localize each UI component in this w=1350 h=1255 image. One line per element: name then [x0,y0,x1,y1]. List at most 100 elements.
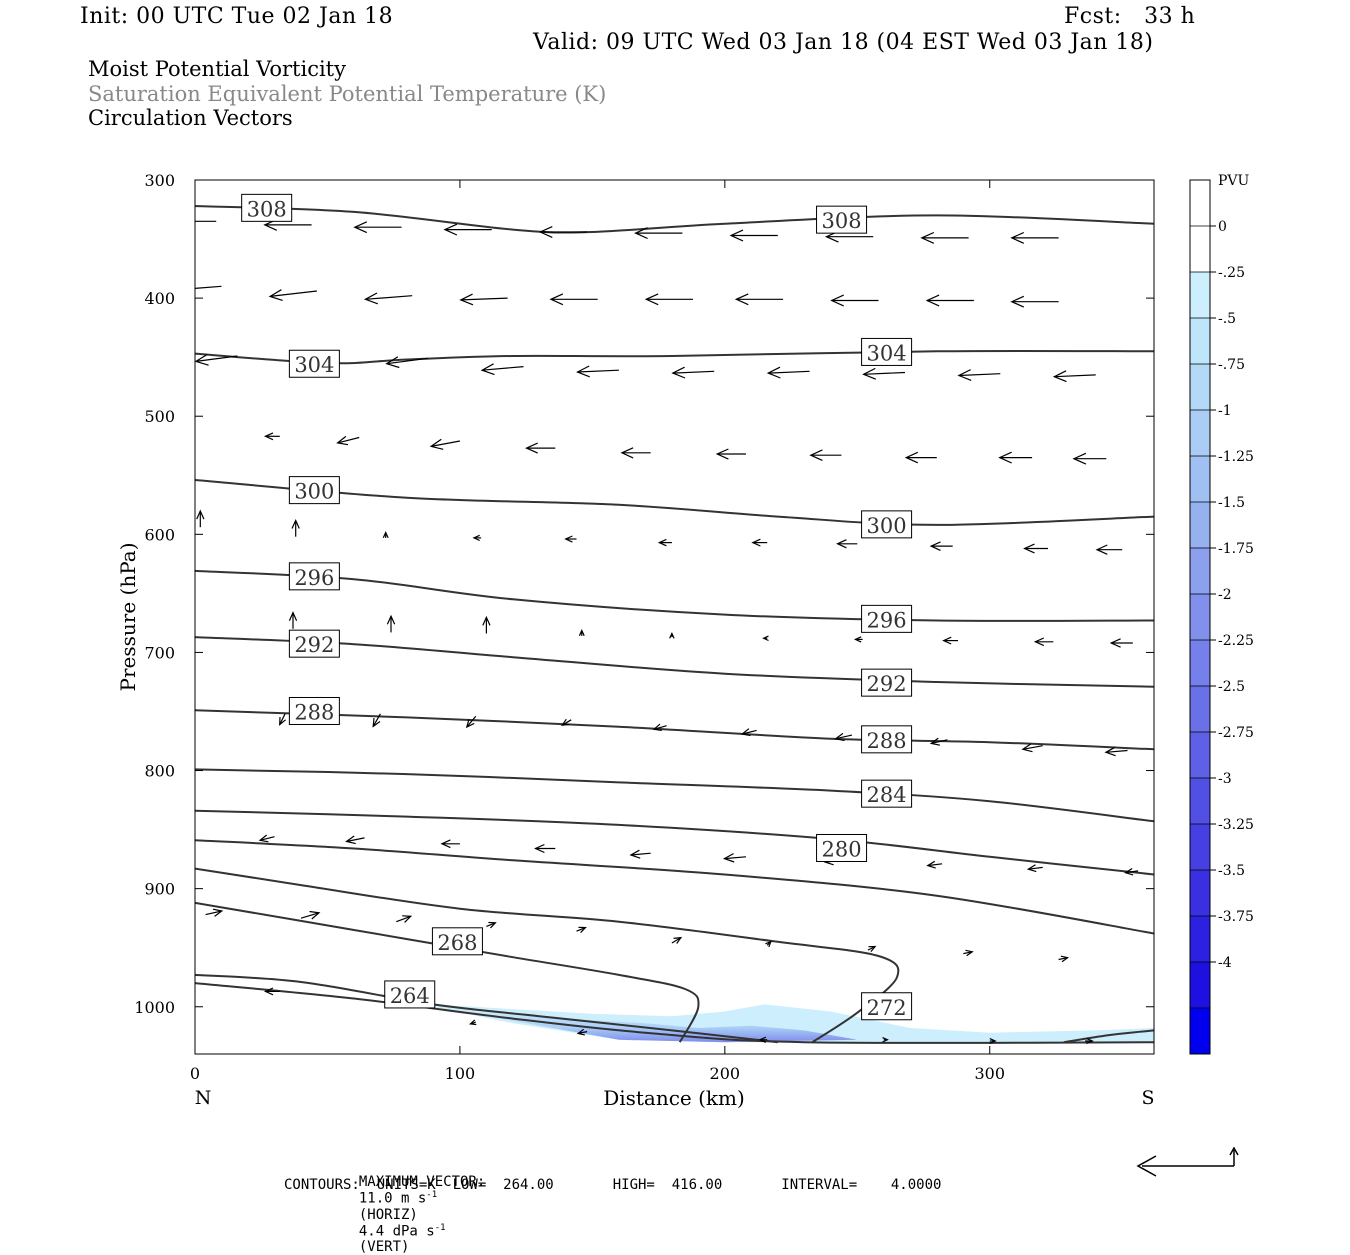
vector-head [1010,231,1025,244]
colorbar-label: -2.25 [1218,633,1254,649]
vector-arrow [534,843,556,854]
vector-shaft [337,436,360,444]
contour-276 [195,839,1154,935]
vector-shaft [671,937,682,944]
colorbar-label: 0 [1218,219,1227,235]
vector-arrow [1124,867,1139,876]
vector-arrow [836,539,858,549]
vector-arrow [205,908,224,917]
colorbar-label: -.25 [1218,265,1245,281]
colorbar-swatch [1190,502,1210,549]
vector-head [715,448,729,460]
colorbar-swatch [1190,410,1210,457]
vector-head [372,718,381,728]
vector-arrow [291,519,300,537]
colorbar-swatch [1190,1008,1210,1055]
vector-head [751,538,761,547]
vector-head [882,1037,889,1043]
vector-arrow [765,940,772,948]
vector-arrow [336,435,360,446]
colorbar-swatch [1190,594,1210,641]
vector-head [291,519,300,529]
colorbar-label: -2 [1218,587,1232,603]
vector-head [564,535,573,543]
vector-arrow [525,442,556,454]
vector-head [853,636,862,643]
contour-label-box [861,725,913,754]
vector-shaft [486,922,496,927]
colorbar-swatch [1190,824,1210,871]
colorbar-label: -.5 [1218,311,1236,327]
vector-head [965,949,974,957]
vector-arrow [443,223,492,236]
south-label: S [1141,1087,1154,1109]
vector-shaft [630,852,651,856]
vector-arrow [564,535,577,543]
vector-shaft [863,371,906,375]
vector-shaft [576,927,586,932]
contour-276 [1063,1029,1154,1044]
vector-arrow [482,615,491,634]
vector-arrow [372,713,381,728]
vector-shaft [653,725,667,730]
vector-head [740,728,751,737]
vector-head [809,449,823,461]
vector-head [1109,638,1121,648]
vector-head [989,1038,997,1044]
vector-arrow [634,227,683,240]
colorbar-label: -1.25 [1218,449,1254,465]
vector-head [196,509,205,520]
contour-label-308: 308 [822,209,862,233]
contour-label-288: 288 [867,729,907,753]
vector-shaft [279,713,286,725]
vector-arrow [671,936,683,944]
vector-head [729,229,744,242]
vector-arrow [576,365,619,378]
vector-arrow [1010,295,1059,308]
vector-arrow [195,353,238,366]
contour-label-box [288,349,340,378]
colorbar-label: -3.75 [1218,909,1254,925]
vector-head [538,226,553,238]
vector-arrow [620,447,651,459]
vector-head [578,926,587,934]
contour-label-304: 304 [294,353,334,377]
vector-head [1052,370,1067,383]
forecast-hour: Fcst: 33 h [1064,4,1196,29]
contour-label-296: 296 [867,608,907,632]
vector-arrow [740,728,757,737]
vector-head [525,442,538,454]
y-tick-label: 300 [144,171,175,190]
vector-arrow [480,363,524,376]
vector-arrow [429,438,461,450]
vector-head [868,945,877,952]
vector-arrow [386,614,396,633]
vector-head [195,353,209,366]
vector-head [382,531,389,539]
y-axis-title: Pressure (hPa) [116,543,140,692]
contour-296 [195,569,1154,622]
vector-arrow [1023,543,1048,554]
vector-arrow [1010,231,1059,244]
vector-arrow [288,611,298,629]
vector-shaft [672,370,715,374]
vector-shaft [1058,957,1068,961]
vector-shaft [195,355,238,362]
max-vector-line: MAXIMUM VECTOR: 11.0 m s-1 (HORIZ) 4.4 d… [342,1158,485,1255]
vector-head [644,293,659,306]
vector-arrow [1085,1037,1094,1045]
contour-284 [195,768,1154,823]
valid-time: Valid: 09 UTC Wed 03 Jan 18 (04 EST Wed … [533,30,1154,55]
colorbar-label: -2.75 [1218,725,1254,741]
contour-300 [195,479,1154,526]
cross-section-chart: 308 308 304 304 300 300 296 296 292 292 288 288 284 2… [116,171,1254,1177]
contour-label-296: 296 [294,566,334,590]
vector-head [576,365,590,378]
vector-shaft [300,912,320,919]
vector-head [263,987,274,996]
contour-280 [195,809,1154,876]
vector-arrow [920,231,969,244]
vector-arrow [834,732,853,742]
contour-label-box [288,562,340,591]
vector-arrow [729,229,778,242]
